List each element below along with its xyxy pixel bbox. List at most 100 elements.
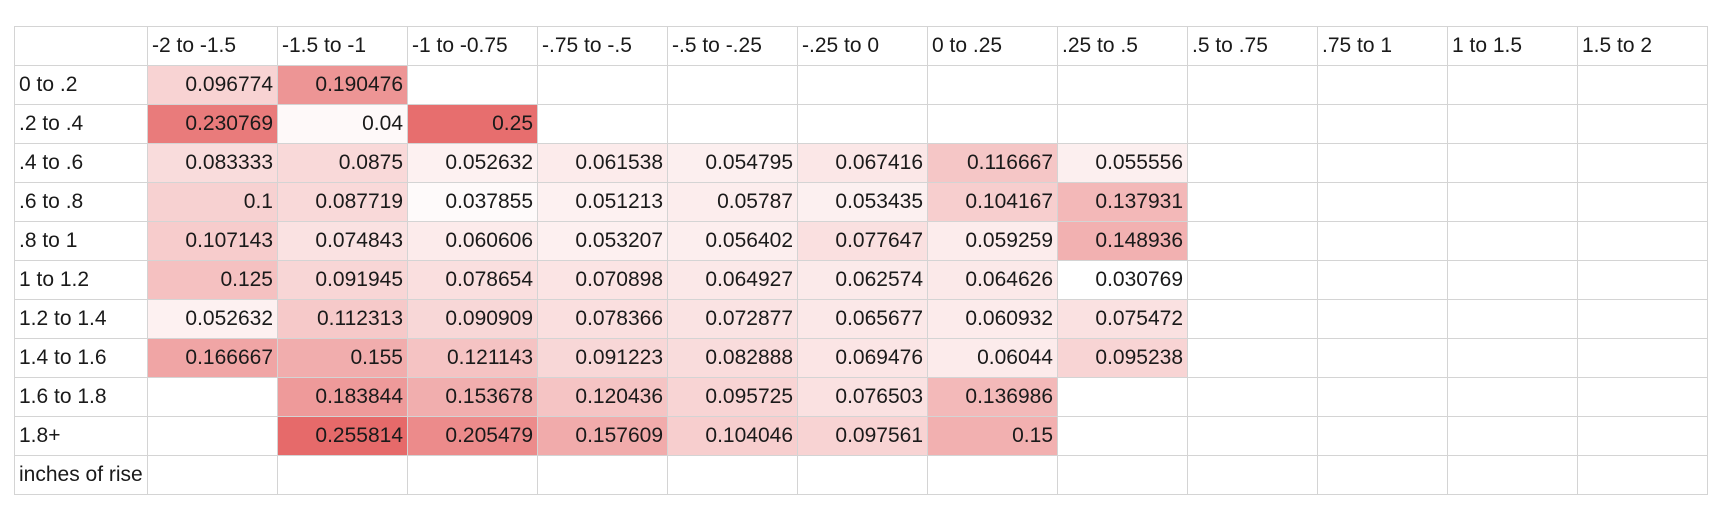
heatmap-table: -2 to -1.5 -1.5 to -1 -1 to -0.75 -.75 to -…: [14, 26, 1708, 495]
footer-row: inches of rise: [14, 455, 1708, 495]
empty-cell: [1317, 377, 1448, 417]
empty-cell: [1447, 221, 1578, 261]
heatmap-body: -2 to -1.5 -1.5 to -1 -1 to -0.75 -.75 to -…: [14, 26, 1708, 495]
empty-cell: [1577, 299, 1708, 339]
empty-cell: [1447, 299, 1578, 339]
empty-cell: [1057, 377, 1188, 417]
heatmap-cell: 0.205479: [407, 416, 538, 456]
heatmap-cell: 0.255814: [277, 416, 408, 456]
row-label: .6 to .8: [14, 182, 148, 222]
table-row: 1.6 to 1.8 0.183844 0.153678 0.120436 0.0957…: [14, 377, 1708, 417]
heatmap-cell: 0.078366: [537, 299, 668, 339]
row-label: 1.8+: [14, 416, 148, 456]
row-label: 0 to .2: [14, 65, 148, 105]
empty-cell: [1577, 104, 1708, 144]
empty-cell: [1187, 299, 1318, 339]
column-header: 1 to 1.5: [1447, 26, 1578, 66]
heatmap-cell: 0.090909: [407, 299, 538, 339]
heatmap-cell: 0.053435: [797, 182, 928, 222]
column-header: 0 to .25: [927, 26, 1058, 66]
heatmap-cell: 0.095238: [1057, 338, 1188, 378]
column-header: -.75 to -.5: [537, 26, 668, 66]
empty-cell: [1317, 104, 1448, 144]
heatmap-cell: 0.116667: [927, 143, 1058, 183]
heatmap-cell: 0.087719: [277, 182, 408, 222]
table-row: 1.2 to 1.4 0.052632 0.112313 0.090909 0.0783…: [14, 299, 1708, 339]
heatmap-cell: 0.04: [277, 104, 408, 144]
heatmap-cell: 0.056402: [667, 221, 798, 261]
column-header: -.25 to 0: [797, 26, 928, 66]
heatmap-cell: 0.0875: [277, 143, 408, 183]
empty-cell: [1317, 182, 1448, 222]
heatmap-cell: 0.064626: [927, 260, 1058, 300]
empty-cell: [1057, 104, 1188, 144]
empty-cell: [797, 104, 928, 144]
empty-cell: [1447, 455, 1578, 495]
empty-cell: [1187, 260, 1318, 300]
table-row: .2 to .4 0.230769 0.04 0.25: [14, 104, 1708, 144]
heatmap-cell: 0.069476: [797, 338, 928, 378]
row-label: .8 to 1: [14, 221, 148, 261]
heatmap-cell: 0.075472: [1057, 299, 1188, 339]
heatmap-cell: 0.097561: [797, 416, 928, 456]
empty-cell: [537, 104, 668, 144]
row-label: 1.6 to 1.8: [14, 377, 148, 417]
empty-cell: [667, 104, 798, 144]
heatmap-cell: 0.077647: [797, 221, 928, 261]
heatmap-cell: 0.230769: [147, 104, 278, 144]
heatmap-cell: 0.25: [407, 104, 538, 144]
heatmap-cell: 0.091223: [537, 338, 668, 378]
empty-cell: [1317, 455, 1448, 495]
empty-cell: [1447, 182, 1578, 222]
empty-cell: [1447, 377, 1578, 417]
heatmap-cell: 0.104167: [927, 182, 1058, 222]
heatmap-cell: 0.083333: [147, 143, 278, 183]
empty-cell: [1447, 416, 1578, 456]
empty-cell: [1577, 260, 1708, 300]
heatmap-cell: 0.157609: [537, 416, 668, 456]
heatmap-cell: 0.078654: [407, 260, 538, 300]
heatmap-cell: 0.1: [147, 182, 278, 222]
heatmap-cell: 0.153678: [407, 377, 538, 417]
row-label: .4 to .6: [14, 143, 148, 183]
heatmap-cell: 0.067416: [797, 143, 928, 183]
column-header: -1.5 to -1: [277, 26, 408, 66]
header-row: -2 to -1.5 -1.5 to -1 -1 to -0.75 -.75 to -…: [14, 26, 1708, 66]
row-label: 1.2 to 1.4: [14, 299, 148, 339]
table-row: 1.4 to 1.6 0.166667 0.155 0.121143 0.091223 0…: [14, 338, 1708, 378]
empty-cell: [1187, 104, 1318, 144]
heatmap-cell: 0.096774: [147, 65, 278, 105]
heatmap-cell: 0.082888: [667, 338, 798, 378]
heatmap-cell: 0.055556: [1057, 143, 1188, 183]
empty-cell: [1447, 143, 1578, 183]
row-label: 1.4 to 1.6: [14, 338, 148, 378]
heatmap-cell: 0.125: [147, 260, 278, 300]
empty-cell: [537, 65, 668, 105]
heatmap-cell: 0.183844: [277, 377, 408, 417]
table-row: 0 to .2 0.096774 0.190476: [14, 65, 1708, 105]
heatmap-cell: 0.052632: [147, 299, 278, 339]
heatmap-cell: 0.076503: [797, 377, 928, 417]
empty-cell: [797, 65, 928, 105]
heatmap-cell: 0.030769: [1057, 260, 1188, 300]
footer-label: inches of rise: [14, 455, 148, 495]
empty-cell: [667, 455, 798, 495]
heatmap-cell: 0.064927: [667, 260, 798, 300]
empty-cell: [1057, 416, 1188, 456]
heatmap-cell: 0.107143: [147, 221, 278, 261]
empty-cell: [1577, 221, 1708, 261]
empty-cell: [1057, 455, 1188, 495]
empty-cell: [797, 455, 928, 495]
heatmap-cell: 0.059259: [927, 221, 1058, 261]
row-label: .2 to .4: [14, 104, 148, 144]
heatmap-cell: 0.052632: [407, 143, 538, 183]
heatmap-cell: 0.070898: [537, 260, 668, 300]
empty-cell: [1317, 338, 1448, 378]
empty-cell: [1447, 65, 1578, 105]
column-header: .75 to 1: [1317, 26, 1448, 66]
heatmap-cell: 0.091945: [277, 260, 408, 300]
empty-cell: [277, 455, 408, 495]
heatmap-cell: 0.155: [277, 338, 408, 378]
empty-cell: [1317, 299, 1448, 339]
heatmap-cell: 0.136986: [927, 377, 1058, 417]
